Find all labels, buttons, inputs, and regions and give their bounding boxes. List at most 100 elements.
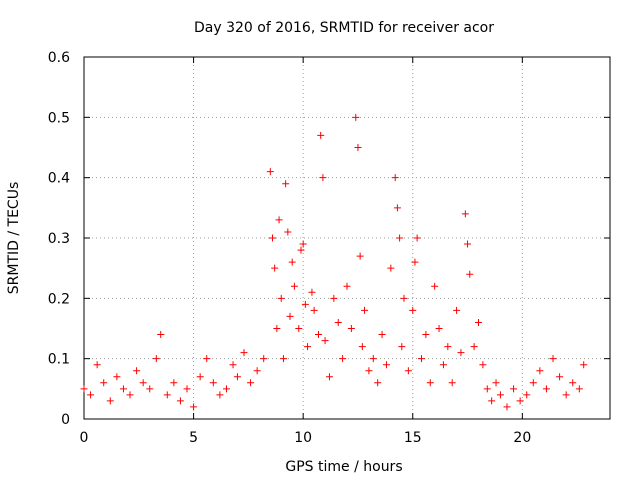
- data-point: [470, 343, 478, 351]
- y-tick-label: 0.2: [48, 291, 70, 307]
- data-point: [492, 379, 500, 387]
- data-point: [431, 282, 439, 290]
- data-point: [448, 379, 456, 387]
- data-point: [396, 234, 404, 242]
- x-tick-label: 5: [189, 430, 198, 446]
- data-point: [163, 391, 171, 399]
- y-tick-label: 0.5: [48, 110, 70, 126]
- data-point: [222, 385, 230, 393]
- data-point: [266, 168, 274, 176]
- data-point: [190, 403, 198, 411]
- data-point: [271, 264, 279, 272]
- data-point: [479, 361, 487, 369]
- data-point: [80, 385, 88, 393]
- data-point: [93, 361, 101, 369]
- data-point: [87, 391, 95, 399]
- data-point: [516, 397, 524, 405]
- y-tick-label: 0.6: [48, 50, 70, 66]
- data-point: [304, 343, 312, 351]
- data-point: [422, 331, 430, 339]
- data-point: [400, 294, 408, 302]
- data-point: [196, 373, 204, 381]
- data-point: [295, 325, 303, 332]
- data-point: [536, 367, 544, 375]
- data-point: [240, 349, 248, 357]
- data-point: [483, 385, 491, 393]
- data-point: [253, 367, 261, 375]
- data-point: [260, 355, 268, 363]
- data-point: [315, 331, 323, 339]
- data-point: [444, 343, 452, 351]
- data-point: [556, 373, 564, 381]
- data-point: [488, 397, 496, 405]
- data-point: [209, 379, 217, 387]
- data-point: [233, 373, 241, 381]
- data-point: [343, 282, 351, 290]
- data-point: [301, 300, 309, 308]
- data-point: [382, 361, 390, 369]
- data-point: [157, 331, 165, 339]
- x-tick-label: 20: [513, 430, 531, 446]
- data-point: [100, 379, 108, 387]
- x-tick-label: 10: [294, 430, 312, 446]
- data-point: [369, 355, 377, 363]
- data-point: [398, 343, 406, 351]
- data-point: [426, 379, 434, 387]
- data-point: [453, 306, 461, 314]
- x-tick-label: 15: [404, 430, 422, 446]
- y-tick-label: 0.1: [48, 352, 70, 368]
- data-point: [139, 379, 147, 387]
- data-point: [411, 258, 419, 266]
- y-tick-label: 0.4: [48, 171, 70, 187]
- data-point: [330, 294, 338, 302]
- data-point: [279, 355, 287, 363]
- data-point: [284, 228, 292, 236]
- data-point: [277, 294, 285, 302]
- data-point: [299, 240, 307, 248]
- data-point: [374, 379, 382, 387]
- data-point: [310, 306, 318, 314]
- data-point: [288, 258, 296, 266]
- data-point: [268, 234, 276, 242]
- data-point: [409, 306, 417, 314]
- data-point: [176, 397, 184, 405]
- data-point: [308, 288, 316, 296]
- data-point: [510, 385, 518, 393]
- data-point: [354, 144, 362, 151]
- data-point: [290, 282, 298, 290]
- data-point: [435, 325, 443, 332]
- data-point: [282, 180, 290, 188]
- chart-title: Day 320 of 2016, SRMTID for receiver aco…: [194, 20, 494, 36]
- data-point: [503, 403, 511, 411]
- data-point: [466, 270, 474, 278]
- data-point: [126, 391, 134, 399]
- grid: [84, 57, 610, 419]
- data-point: [529, 379, 537, 387]
- data-point: [347, 325, 355, 332]
- data-point: [229, 361, 237, 369]
- data-points: [80, 113, 588, 411]
- data-point: [106, 397, 114, 405]
- data-point: [317, 131, 325, 139]
- x-tick-label: 0: [80, 430, 89, 446]
- data-point: [542, 385, 550, 393]
- data-point: [113, 373, 121, 381]
- data-point: [273, 325, 281, 332]
- data-point: [387, 264, 395, 272]
- data-point: [569, 379, 577, 387]
- data-point: [183, 385, 191, 393]
- data-point: [321, 337, 329, 345]
- data-point: [365, 367, 373, 375]
- data-point: [146, 385, 154, 393]
- data-point: [464, 240, 472, 248]
- data-point: [393, 204, 401, 212]
- data-point: [549, 355, 557, 363]
- data-point: [457, 349, 465, 357]
- data-point: [275, 216, 283, 224]
- data-point: [496, 391, 504, 399]
- data-point: [119, 385, 127, 393]
- data-point: [475, 318, 482, 326]
- data-point: [391, 174, 399, 182]
- data-point: [439, 361, 447, 369]
